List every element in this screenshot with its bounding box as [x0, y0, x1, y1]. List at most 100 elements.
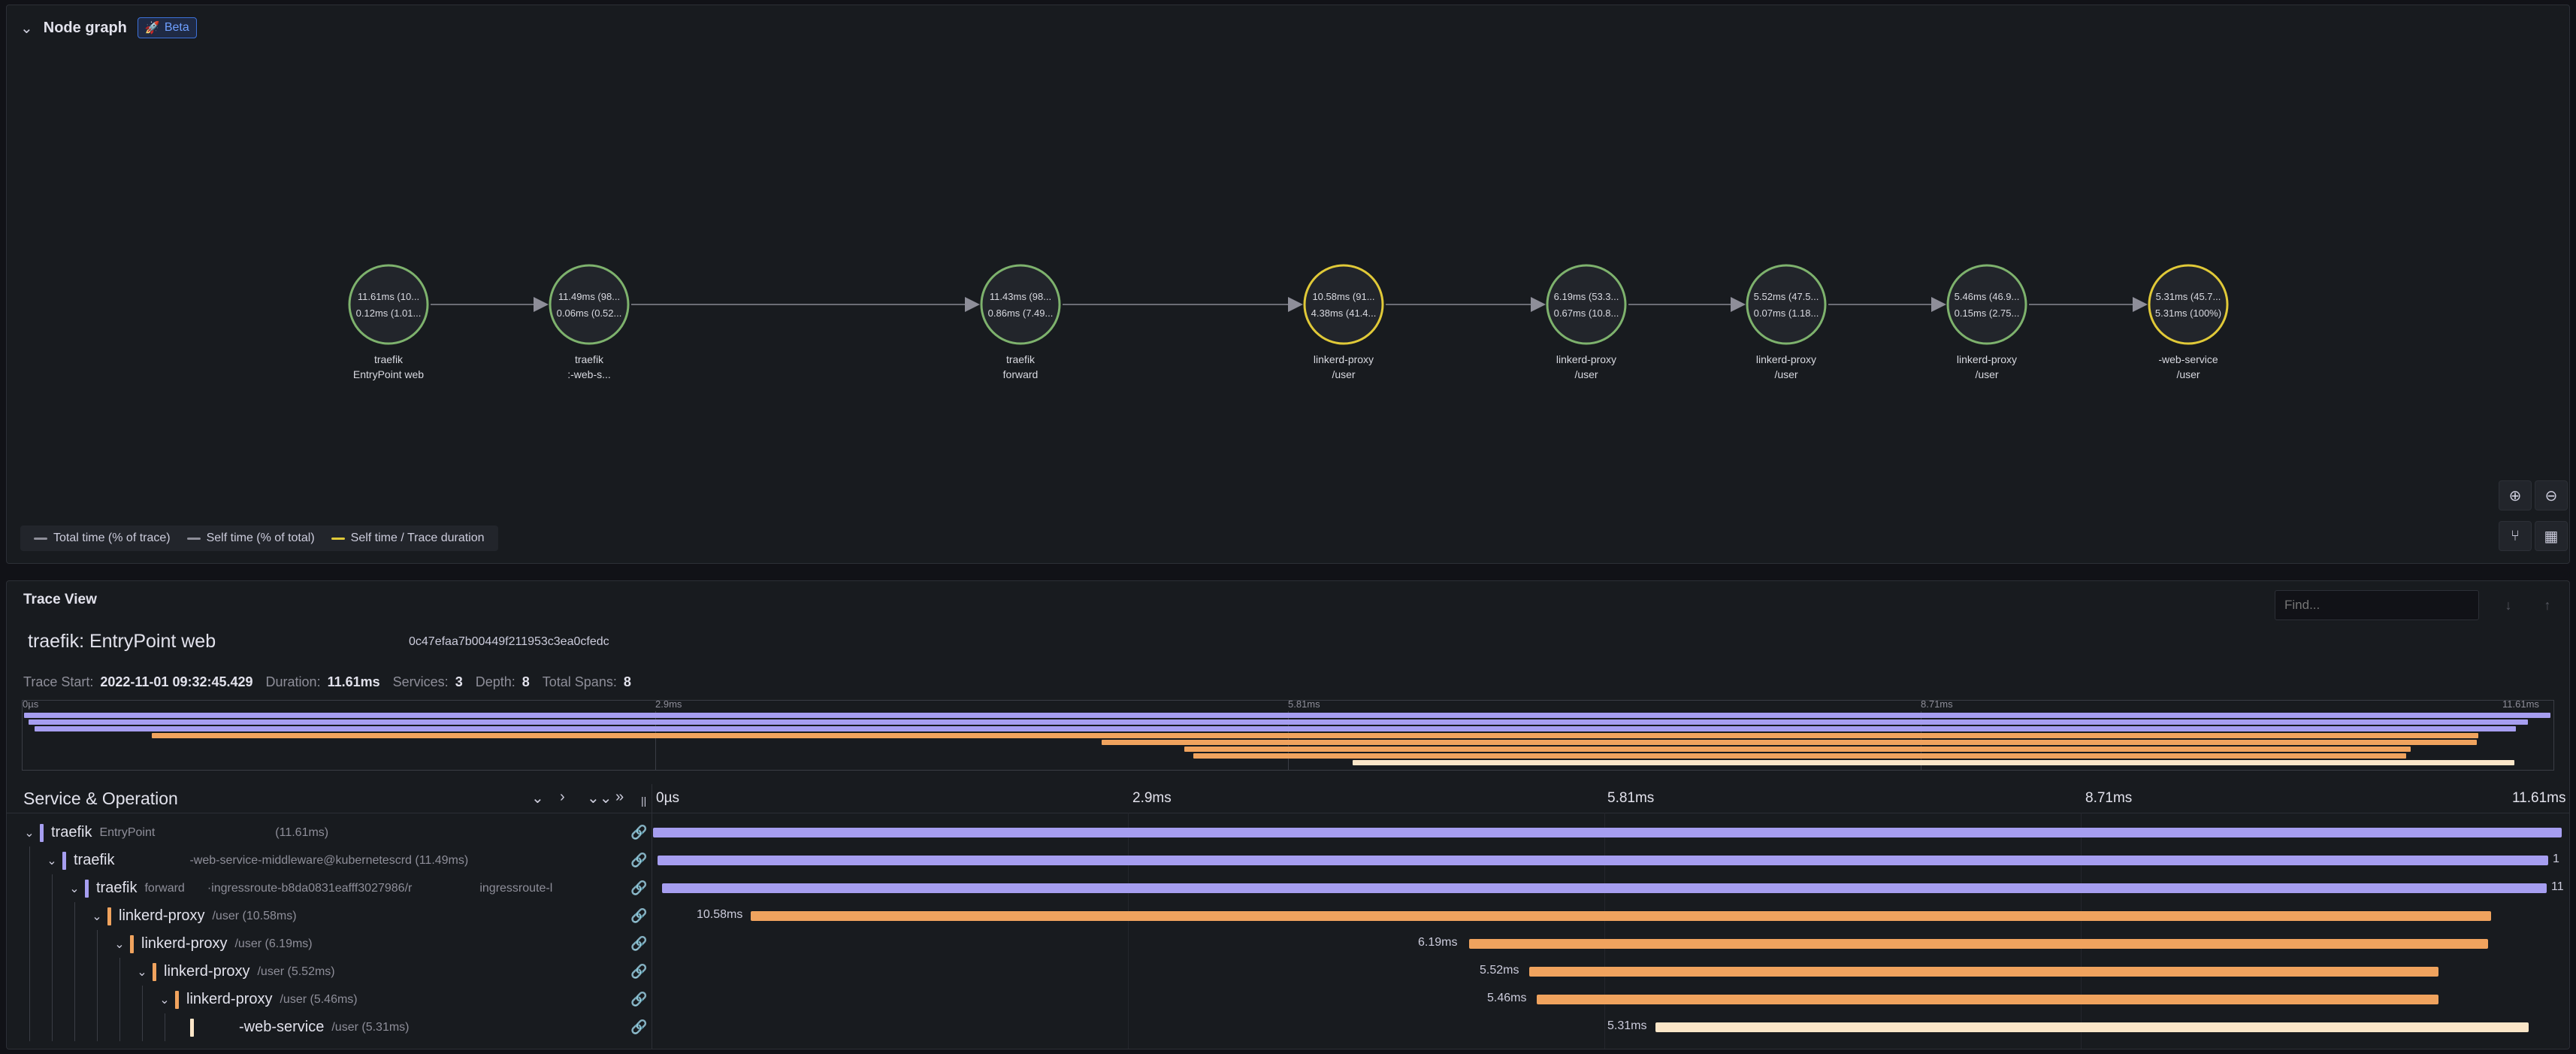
graph-node[interactable]: 11.61ms (10... 0.12ms (1.01... traefik Entr…: [348, 264, 429, 380]
span-operation-name: /user (6.19ms): [234, 937, 313, 950]
trace-name: traefik: EntryPoint web: [28, 631, 216, 652]
span-row[interactable]: ⌄ traefik EntryPoint (11.61ms) 🔗: [7, 819, 2569, 847]
graph-node[interactable]: 5.46ms (46.9... 0.15ms (2.75... linkerd-pr…: [1946, 264, 2027, 380]
trace-id: 0c47efaa7b00449f211953c3ea0cfedc: [409, 635, 609, 648]
tree-guide: [97, 930, 98, 958]
service-color-bar: [107, 907, 111, 925]
link-icon[interactable]: 🔗: [630, 964, 648, 979]
zoom-out-button[interactable]: ⊖: [2535, 480, 2568, 510]
span-operation-name: /user (5.31ms): [331, 1020, 410, 1034]
stat-value: 2022-11-01 09:32:45.429: [100, 674, 253, 689]
link-icon[interactable]: 🔗: [630, 992, 648, 1007]
timeline-gridline: [2081, 813, 2082, 1049]
collapse-one-button[interactable]: ⌄: [531, 789, 544, 807]
node-total-time: 5.52ms (47.5...: [1754, 291, 1819, 302]
tree-guide: [74, 986, 75, 1013]
column-resize-handle[interactable]: ||: [641, 795, 647, 807]
span-row[interactable]: ⌄ linkerd-proxy /user (10.58ms) 🔗 10.58m…: [7, 902, 2569, 930]
span-bar[interactable]: [662, 883, 2547, 893]
graph-node[interactable]: 11.43ms (98... 0.86ms (7.49... traefik forw…: [980, 264, 1061, 380]
minimap-tick: 2.9ms: [655, 698, 682, 710]
link-icon[interactable]: 🔗: [630, 936, 648, 951]
span-bar[interactable]: [653, 828, 2562, 837]
stat-key: Trace Start:: [23, 674, 94, 689]
span-bar[interactable]: [1655, 1022, 2529, 1032]
span-service-name: traefik: [96, 880, 138, 896]
chevron-down-icon[interactable]: ⌄: [24, 826, 35, 840]
span-service-name: linkerd-proxy: [186, 991, 273, 1007]
span-bar[interactable]: [1469, 939, 2488, 949]
stat-value: 8: [623, 674, 631, 689]
span-tree-cell: ⌄ traefik -web-service-middleware@kubern…: [44, 847, 468, 874]
tree-guide: [74, 1013, 75, 1041]
span-row[interactable]: ⌄ linkerd-proxy /user (5.46ms) 🔗 5.46ms: [7, 986, 2569, 1013]
node-subtitle: /user: [1332, 368, 1355, 380]
node-graph-panel: ⌄ Node graph 🚀 Beta 11.61ms (10... 0.12ms…: [6, 5, 2570, 564]
collapse-all-button[interactable]: ⌄⌄: [587, 789, 612, 807]
link-icon[interactable]: 🔗: [630, 825, 648, 840]
graph-node[interactable]: 6.19ms (53.3... 0.67ms (10.8... linkerd-pr…: [1546, 264, 1627, 380]
graph-node[interactable]: 10.58ms (91... 4.38ms (41.4... linkerd-pro…: [1303, 264, 1384, 380]
graph-node[interactable]: 11.49ms (98... 0.06ms (0.52... traefik:-we…: [549, 264, 630, 380]
minimap-span-bar: [24, 713, 2550, 718]
span-service-name: traefik: [51, 824, 92, 840]
link-icon[interactable]: 🔗: [630, 880, 648, 895]
layout-button[interactable]: ⑂: [2499, 521, 2532, 551]
graph-node[interactable]: 5.31ms (45.7... 5.31ms (100%) -web-service…: [2148, 264, 2229, 380]
expand-all-button[interactable]: »: [615, 789, 624, 806]
span-bar[interactable]: [751, 911, 2491, 921]
stat-value: 8: [522, 674, 530, 689]
expand-one-button[interactable]: ›: [560, 789, 565, 806]
span-operation-name: /user (5.52ms): [257, 965, 335, 978]
tree-guide: [74, 958, 75, 986]
span-bar[interactable]: [1537, 995, 2438, 1004]
find-input[interactable]: [2275, 590, 2479, 620]
zoom-in-button[interactable]: ⊕: [2499, 480, 2532, 510]
span-row[interactable]: ⌄ traefik forward ·ingressroute-b8da0831…: [7, 874, 2569, 902]
chevron-down-icon[interactable]: ⌄: [20, 20, 33, 37]
node-total-time: 11.43ms (98...: [990, 291, 1051, 302]
double-chevron-right-icon: »: [615, 789, 624, 805]
find-next-button[interactable]: ↑: [2530, 590, 2565, 620]
stat-value: 3: [455, 674, 463, 689]
span-row[interactable]: ⌄ linkerd-proxy /user (6.19ms) 🔗 6.19ms: [7, 930, 2569, 958]
span-bar[interactable]: [658, 856, 2548, 865]
link-icon[interactable]: 🔗: [630, 853, 648, 868]
chevron-down-icon[interactable]: ⌄: [92, 910, 102, 923]
arrow-down-icon: ↓: [2505, 597, 2512, 613]
span-extra: (11.61ms): [275, 825, 329, 839]
span-operation-name: forward: [144, 881, 185, 895]
span-row[interactable]: ⌄ traefik -web-service-middleware@kubern…: [7, 847, 2569, 874]
node-graph-header[interactable]: ⌄ Node graph 🚀 Beta: [20, 17, 197, 38]
link-icon[interactable]: 🔗: [630, 1019, 648, 1034]
chevron-down-icon[interactable]: ⌄: [69, 882, 80, 895]
service-color-bar: [40, 823, 44, 842]
node-total-time: 5.31ms (45.7...: [2156, 291, 2221, 302]
node-graph-legend: Total time (% of trace) Self time (% of …: [20, 525, 498, 551]
legend-item-self-time: Self time (% of total): [186, 532, 315, 545]
span-row[interactable]: ⌄ linkerd-proxy /user (5.52ms) 🔗 5.52ms: [7, 958, 2569, 986]
timeline-tick: 11.61ms: [2512, 790, 2566, 806]
chevron-down-icon[interactable]: ⌄: [114, 937, 125, 951]
span-tree-cell: ⌄ linkerd-proxy /user (6.19ms): [112, 930, 313, 958]
minimap-gridline: [655, 711, 656, 770]
node-graph-canvas[interactable]: 11.61ms (10... 0.12ms (1.01... traefik Entr…: [7, 5, 2569, 563]
find-prev-button[interactable]: ↓: [2491, 590, 2526, 620]
tree-guide: [52, 902, 53, 930]
chevron-down-icon[interactable]: ⌄: [137, 965, 147, 979]
node-total-time: 10.58ms (91...: [1312, 291, 1374, 302]
node-title: linkerd-proxy: [1556, 353, 1616, 365]
link-icon[interactable]: 🔗: [630, 908, 648, 923]
node-total-time: 5.46ms (46.9...: [1955, 291, 2020, 302]
span-bar[interactable]: [1529, 967, 2438, 977]
graph-node[interactable]: 5.52ms (47.5... 0.07ms (1.18... linkerd-pr…: [1746, 264, 1827, 380]
service-color-bar: [175, 990, 179, 1009]
chevron-down-icon[interactable]: ⌄: [159, 993, 170, 1007]
grid-view-button[interactable]: ▦: [2535, 521, 2568, 551]
span-row[interactable]: -web-service /user (5.31ms) 🔗 5.31ms: [7, 1013, 2569, 1041]
chevron-down-icon[interactable]: ⌄: [47, 854, 57, 868]
trace-minimap[interactable]: 0µs 2.9ms 5.81ms 8.71ms 11.61ms: [22, 698, 2554, 771]
double-chevron-down-icon: ⌄⌄: [587, 790, 612, 807]
chevron-right-icon: ›: [560, 789, 565, 805]
timeline-tick: 8.71ms: [2085, 790, 2133, 806]
